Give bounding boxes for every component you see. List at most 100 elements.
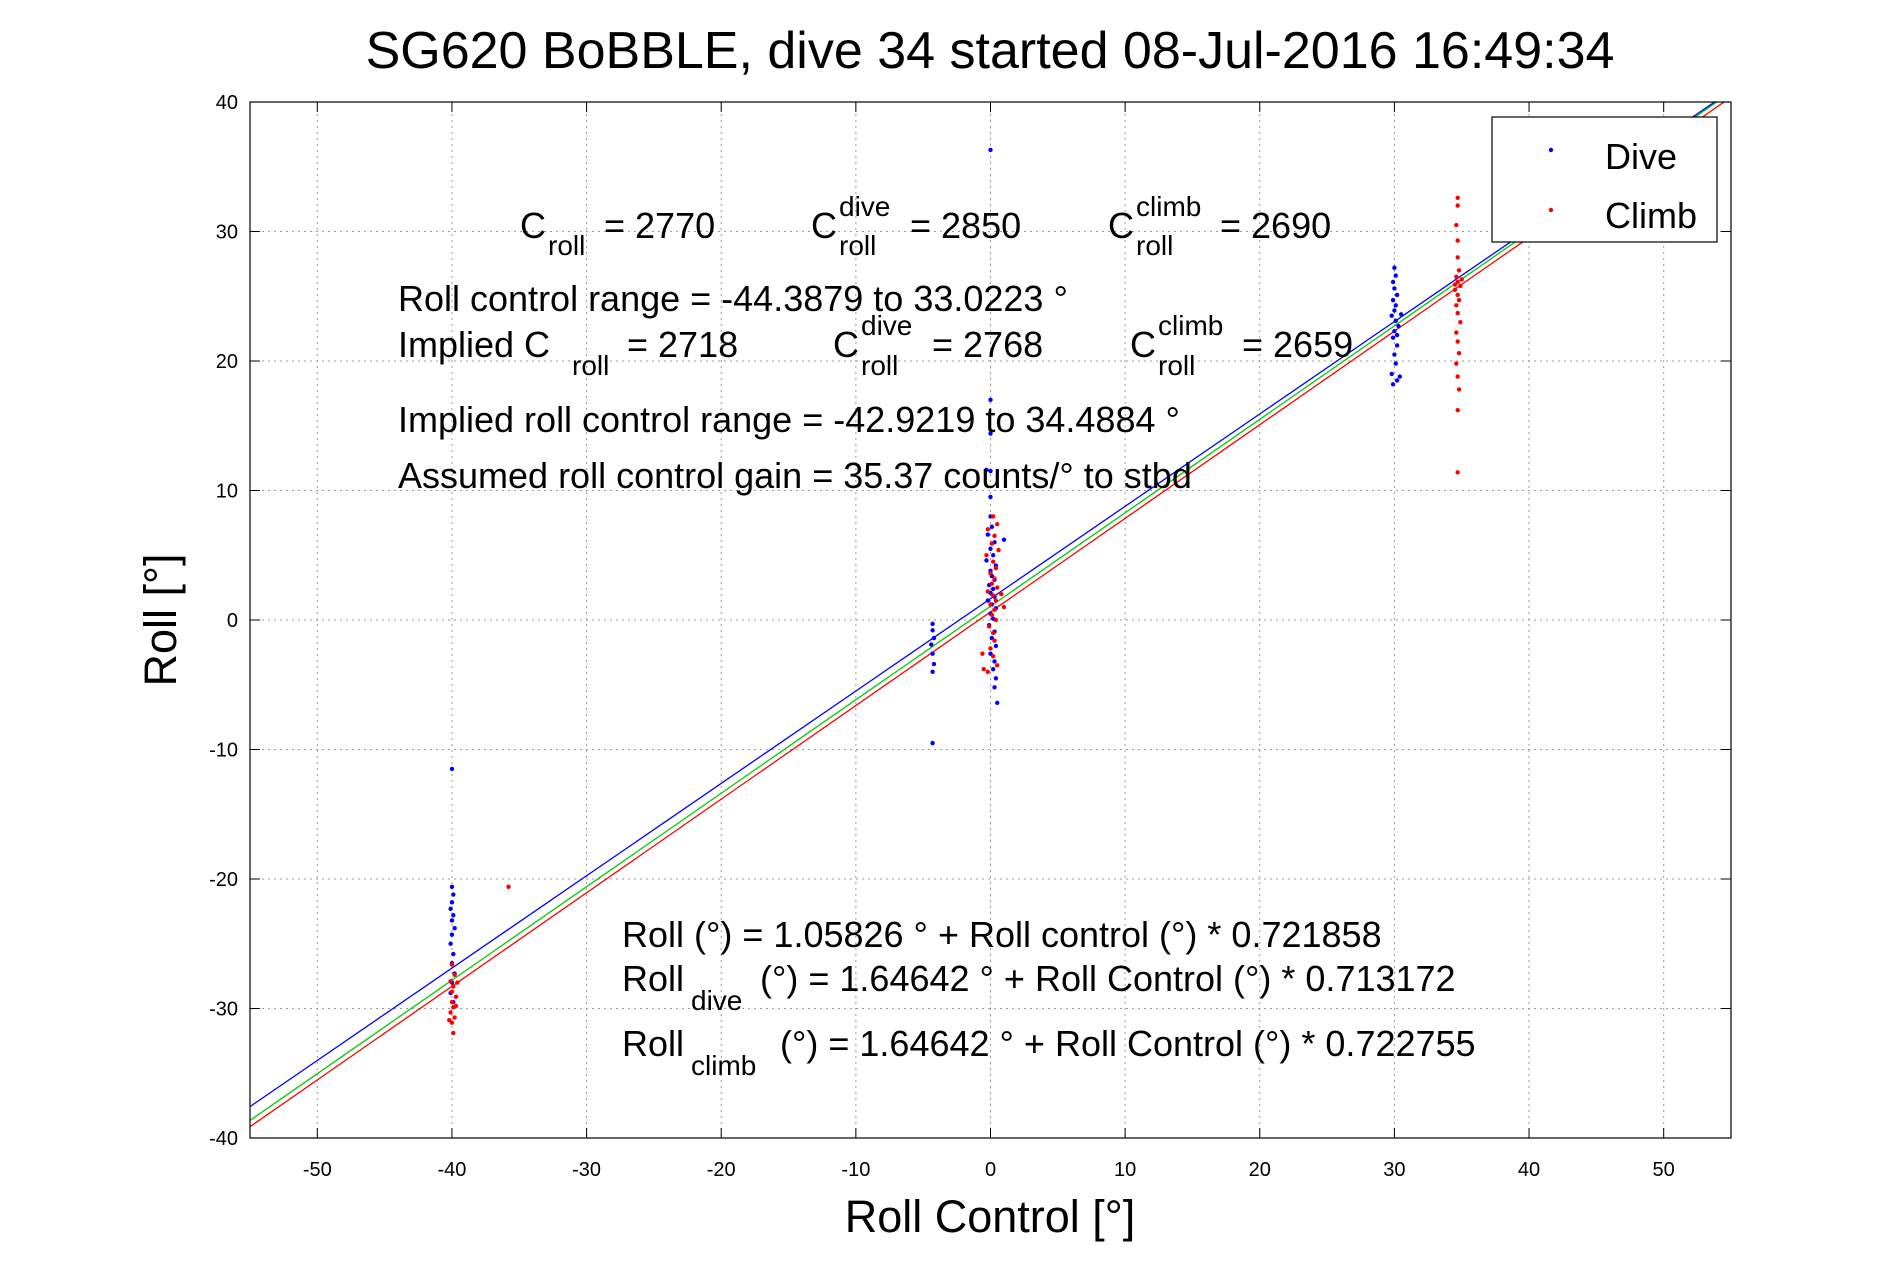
dive-point	[1392, 329, 1397, 334]
climb-point	[1455, 255, 1460, 260]
x-tick-label: -10	[841, 1159, 870, 1181]
dive-point	[930, 628, 935, 633]
dive-point	[929, 642, 934, 647]
climb-point	[992, 607, 997, 612]
x-tick-label: 30	[1383, 1159, 1405, 1181]
x-tick-label: 50	[1653, 1159, 1675, 1181]
climb-point	[988, 602, 993, 607]
dive-point	[451, 913, 456, 918]
dive-point	[1389, 371, 1394, 377]
implied-climb-value: = 2659	[1242, 324, 1353, 365]
dive-point	[1393, 318, 1398, 324]
data-points	[447, 147, 1464, 1036]
dive-point	[449, 900, 455, 905]
dive-point	[1398, 312, 1404, 317]
dive-point	[1390, 297, 1396, 303]
dive-point	[988, 431, 993, 436]
climb-point	[453, 1003, 459, 1009]
dive-point	[993, 676, 999, 681]
c-dive-sup: dive	[839, 191, 890, 222]
c-dive-sub: roll	[839, 230, 876, 261]
dive-point	[1394, 343, 1400, 348]
climb-point	[985, 669, 991, 674]
roll-control-range: Roll control range = -44.3879 to 33.0223…	[398, 278, 1068, 319]
dive-point	[931, 661, 937, 667]
climb-point	[1455, 292, 1460, 298]
implied-climb-base: C	[1130, 324, 1156, 365]
dive-point	[988, 494, 993, 500]
climb-point	[1455, 339, 1460, 344]
dive-point	[449, 884, 455, 889]
climb-point	[990, 514, 996, 519]
fit-dive-equation: (°) = 1.64642 ° + Roll Control (°) * 0.7…	[760, 958, 1456, 999]
implied-c-sub: roll	[572, 350, 609, 381]
climb-point	[1001, 604, 1007, 610]
fit-climb-base: Roll	[622, 1023, 684, 1064]
dive-point	[988, 546, 993, 551]
dive-point	[931, 635, 937, 641]
dive-point	[448, 906, 453, 911]
dive-point	[1393, 273, 1398, 278]
climb-point	[1459, 277, 1464, 282]
dive-point	[1394, 378, 1400, 383]
y-tick-label: 20	[216, 351, 238, 373]
dive-point	[449, 918, 455, 923]
fit-line-dive	[250, 102, 1716, 1108]
dive-point	[452, 926, 457, 931]
implied-climb-sup: climb	[1158, 310, 1223, 341]
x-tick-label: 20	[1249, 1159, 1271, 1181]
implied-climb-sub: roll	[1158, 350, 1195, 381]
dive-point	[1394, 292, 1400, 298]
climb-point	[992, 638, 997, 643]
dive-point	[1390, 335, 1396, 340]
c-climb-base: C	[1108, 205, 1134, 246]
x-tick-label: 0	[985, 1159, 996, 1181]
dive-point	[930, 669, 935, 674]
y-tick-label: -40	[209, 1128, 238, 1150]
climb-point	[989, 612, 995, 618]
y-tick-label: -10	[209, 740, 238, 762]
c-dive-base: C	[811, 205, 837, 246]
climb-point	[995, 585, 1000, 590]
climb-point	[988, 646, 993, 651]
implied-dive-value: = 2768	[932, 324, 1043, 365]
implied-c-base: Implied C	[398, 324, 550, 365]
dive-point	[930, 651, 935, 656]
climb-point	[990, 654, 996, 659]
climb-point	[990, 630, 996, 636]
dive-point	[992, 685, 997, 690]
dive-point	[930, 621, 935, 627]
dive-point	[448, 941, 453, 946]
legend-dive-label: Dive	[1605, 136, 1677, 177]
dive-point	[990, 553, 996, 558]
climb-point	[990, 593, 996, 598]
climb-point	[452, 1015, 457, 1020]
climb-point	[985, 589, 991, 594]
climb-point	[988, 571, 993, 576]
climb-point	[1455, 374, 1460, 379]
climb-point	[1456, 351, 1462, 356]
climb-point	[980, 651, 985, 656]
legend: Dive Climb	[1491, 116, 1718, 243]
climb-point	[451, 1030, 456, 1036]
climb-point	[1456, 387, 1462, 392]
dive-point	[1001, 537, 1007, 542]
dive-point	[449, 766, 455, 772]
y-tick-label: 10	[216, 481, 238, 503]
climb-point	[984, 553, 989, 558]
dive-point	[992, 659, 997, 664]
dive-point	[1393, 303, 1398, 308]
y-tick-label: -20	[209, 869, 238, 891]
y-tick-label: -30	[209, 999, 238, 1021]
climb-point	[1458, 283, 1463, 289]
climb-point	[1455, 408, 1460, 413]
climb-point	[1456, 297, 1462, 303]
c-roll-base: C	[520, 205, 546, 246]
climb-point	[1455, 195, 1460, 201]
y-tick-label: 0	[227, 610, 238, 632]
climb-point	[1455, 310, 1460, 316]
climb-point	[1454, 330, 1459, 335]
c-climb-value: = 2690	[1220, 205, 1331, 246]
assumed-gain: Assumed roll control gain = 35.37 counts…	[398, 455, 1192, 496]
